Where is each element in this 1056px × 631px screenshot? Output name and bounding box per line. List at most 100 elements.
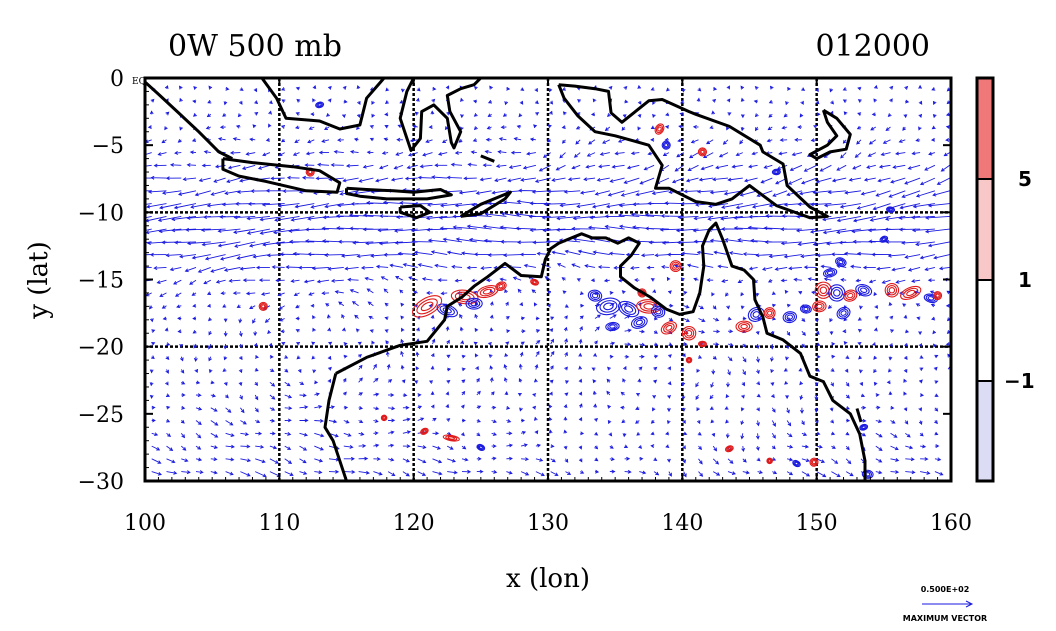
negative-contour xyxy=(886,206,896,213)
wind-vector xyxy=(504,391,509,396)
wind-vector xyxy=(666,420,671,425)
wind-vector xyxy=(225,444,235,449)
wind-vector xyxy=(584,264,596,268)
positive-contour xyxy=(763,307,776,320)
negative-contour xyxy=(840,310,847,316)
wind-vector xyxy=(726,98,731,103)
reference-vector-key: 0.500E+02 MAXIMUM VECTOR xyxy=(903,585,987,623)
wind-vector xyxy=(193,343,197,349)
wind-vector xyxy=(722,139,729,145)
wind-vector xyxy=(506,419,512,423)
wind-vector xyxy=(665,431,670,436)
wind-vector xyxy=(165,369,169,374)
wind-vector xyxy=(450,162,463,167)
wind-vector xyxy=(518,377,523,383)
wind-vector xyxy=(768,99,773,104)
wind-vector xyxy=(845,431,850,436)
wind-vector xyxy=(165,381,169,386)
wind-vector xyxy=(262,152,271,157)
wind-vector xyxy=(786,444,794,449)
wind-vector xyxy=(166,342,171,346)
wind-vector xyxy=(911,151,921,156)
wind-vector xyxy=(905,470,916,475)
wind-vector xyxy=(281,87,286,91)
wind-vector xyxy=(210,190,226,196)
wind-vector xyxy=(857,342,862,346)
wind-vector xyxy=(225,86,230,91)
positive-contour xyxy=(445,435,458,441)
wind-vector xyxy=(222,304,227,308)
wind-vector xyxy=(330,278,344,283)
wind-vector xyxy=(520,471,530,476)
wind-vector xyxy=(871,252,891,257)
wind-vector xyxy=(768,113,773,118)
wind-vector xyxy=(293,292,300,297)
positive-contour xyxy=(765,308,775,318)
wind-vector xyxy=(646,265,655,270)
wind-vector xyxy=(446,379,451,384)
wind-vector xyxy=(712,445,718,452)
wind-vector xyxy=(531,289,537,294)
wind-vector xyxy=(932,330,937,335)
negative-contour xyxy=(801,305,811,313)
positive-contour xyxy=(683,327,695,339)
wind-vector xyxy=(592,250,610,256)
wind-vector xyxy=(809,228,832,234)
wind-vector xyxy=(343,354,348,359)
wind-vector xyxy=(286,175,300,180)
wind-vector xyxy=(902,126,906,131)
wind-vector xyxy=(852,239,876,244)
positive-contour xyxy=(665,324,673,331)
wind-vector xyxy=(683,431,688,436)
wind-vector xyxy=(709,406,714,410)
wind-vector xyxy=(919,355,924,359)
wind-vector xyxy=(740,97,745,102)
wind-vector xyxy=(710,419,715,424)
wind-vector xyxy=(367,301,374,307)
wind-vector xyxy=(742,458,747,463)
wind-vector xyxy=(259,215,285,222)
wind-vector xyxy=(698,458,703,465)
wind-vector xyxy=(653,379,658,384)
wind-vector xyxy=(358,354,363,358)
wind-vector xyxy=(402,471,410,477)
wind-vector xyxy=(417,471,427,476)
wind-vector xyxy=(358,377,363,383)
positive-contour xyxy=(735,320,753,333)
wind-vector xyxy=(766,138,773,143)
wind-vector xyxy=(316,279,330,284)
wind-vector xyxy=(235,124,241,129)
positive-contour xyxy=(697,340,708,348)
wind-vector xyxy=(614,151,625,156)
wind-vector xyxy=(308,126,315,130)
wind-vector xyxy=(637,126,641,131)
positive-contour xyxy=(727,447,732,451)
wind-vector xyxy=(930,137,935,142)
wind-vector xyxy=(768,254,788,259)
wind-vector xyxy=(193,356,198,363)
wind-vector xyxy=(556,263,566,268)
wind-vector xyxy=(754,126,759,132)
positive-contour xyxy=(819,286,828,294)
wind-vector xyxy=(249,305,256,310)
wind-vector xyxy=(210,445,219,449)
wind-vector xyxy=(683,189,699,194)
wind-vector xyxy=(534,88,538,93)
wind-vector xyxy=(783,254,802,259)
wind-vector xyxy=(179,254,197,259)
wind-vector xyxy=(430,314,435,319)
wind-vector xyxy=(822,228,847,235)
wind-vector xyxy=(533,124,538,129)
wind-vector xyxy=(210,266,226,273)
wind-vector xyxy=(666,276,671,281)
wind-vector xyxy=(458,190,477,195)
wind-vector xyxy=(652,100,656,106)
wind-vector xyxy=(680,277,685,282)
wind-vector xyxy=(920,393,925,398)
wind-vector xyxy=(357,101,361,106)
wind-vector xyxy=(210,470,218,475)
positive-contour xyxy=(884,282,900,298)
coastline xyxy=(145,80,233,160)
wind-vector xyxy=(659,227,684,232)
wind-vector xyxy=(210,432,219,438)
